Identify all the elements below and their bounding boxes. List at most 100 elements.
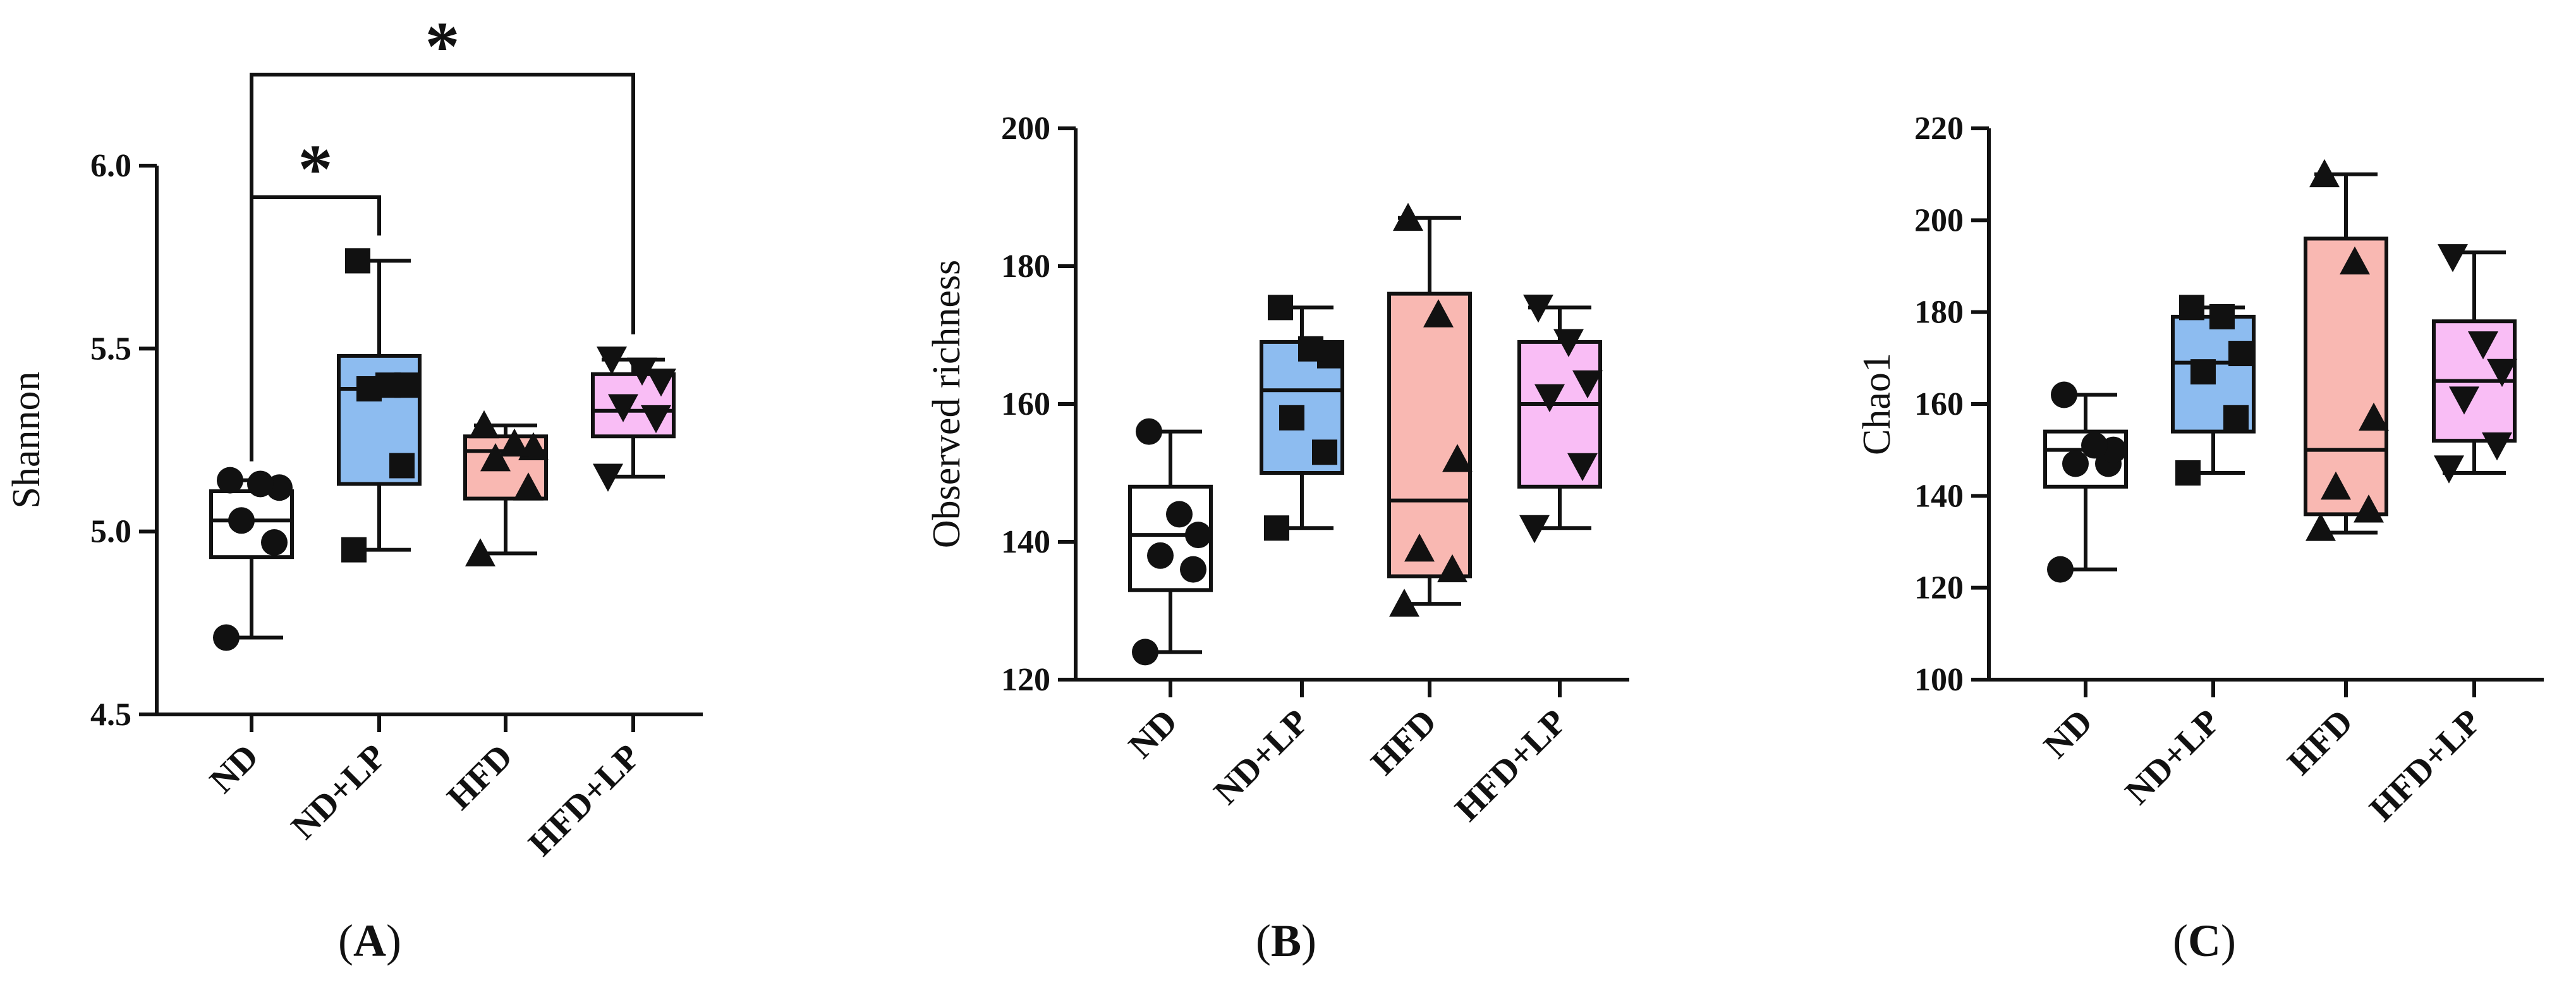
box-nd-lp: ND+LP (1206, 295, 1344, 812)
x-category-label: ND (202, 737, 266, 800)
y-tick-label: 160 (1001, 386, 1050, 422)
x-category-label: HFD (1364, 702, 1444, 782)
panel-letter: A (353, 915, 386, 966)
data-point (1534, 384, 1565, 413)
data-point (217, 467, 243, 494)
x-category-label: HFD+LP (1448, 702, 1575, 829)
data-point (261, 529, 288, 556)
data-point (646, 369, 676, 397)
y-tick-label: 180 (1914, 295, 1964, 331)
panel-a: 4.5 5.0 5.5 6.0 Shannon ND ND+LP HFD HFD+LP * * (A) (5, 8, 703, 966)
data-point (389, 453, 415, 479)
data-point (1553, 329, 1584, 357)
box-nd: ND (1121, 418, 1213, 766)
data-point (1166, 501, 1193, 528)
panel-c: 100 120 140 160 180 200 220 Chao1 ND ND+LP HFD HFD+… (1856, 111, 2544, 966)
y-tick-label: 140 (1001, 524, 1050, 560)
y-tick-label: 200 (1001, 111, 1050, 147)
significance-star: * (298, 130, 333, 207)
y-tick-label: 120 (1001, 662, 1050, 698)
data-point (513, 472, 544, 501)
data-point (2228, 341, 2254, 367)
data-point (1404, 533, 1435, 562)
x-category-label: ND (1121, 702, 1185, 766)
data-point (1572, 370, 1603, 399)
data-point (2062, 450, 2089, 477)
data-point (469, 410, 499, 439)
data-point (1523, 295, 1553, 323)
data-point (2306, 513, 2336, 541)
data-point (1132, 639, 1158, 666)
panel-b: 120 140 160 180 200 Observed richness ND ND+LP H… (925, 111, 1629, 966)
data-point (1393, 202, 1423, 231)
data-point (465, 538, 495, 566)
data-point (2487, 358, 2517, 388)
data-point (627, 357, 657, 386)
panel-letter: C (2188, 915, 2221, 966)
data-point (341, 537, 367, 563)
y-tick-label: 140 (1914, 478, 1964, 514)
data-point (2434, 455, 2464, 484)
y-tick-label: 160 (1914, 386, 1964, 422)
data-point (1519, 515, 1550, 544)
data-point (1136, 418, 1162, 445)
data-point (597, 346, 627, 375)
panel-label: (A) (338, 915, 401, 966)
data-point (593, 463, 623, 492)
box-hfd: HFD (1364, 202, 1473, 783)
x-category-label: ND+LP (1206, 702, 1316, 812)
panel-label: (B) (1256, 915, 1316, 966)
data-point (480, 443, 511, 472)
y-axis-title: Shannon (5, 372, 48, 509)
data-point (1147, 542, 1174, 569)
data-point (1298, 336, 1323, 362)
y-tick-label: 6.0 (90, 148, 131, 184)
y-tick-label: 5.5 (90, 331, 131, 367)
data-point (213, 624, 240, 651)
data-point (345, 248, 370, 274)
data-point (499, 428, 530, 457)
box-iqr (1387, 291, 1472, 578)
data-point (1437, 554, 1467, 582)
data-point (1423, 299, 1454, 327)
data-point (1567, 453, 1598, 482)
box-iqr (2304, 236, 2388, 517)
x-category-label: ND+LP (2118, 702, 2228, 812)
data-point (2209, 303, 2235, 329)
data-point (2354, 494, 2384, 523)
data-point (247, 470, 274, 498)
y-tick-label: 220 (1914, 111, 1964, 147)
x-category-label: ND+LP (284, 737, 394, 847)
data-point (2438, 244, 2468, 272)
data-point (2449, 386, 2479, 415)
data-point (1185, 522, 1212, 549)
box-hfd-lp: HFD+LP (521, 346, 676, 864)
x-category-label: ND (2036, 702, 2100, 766)
data-point (2309, 159, 2340, 188)
box-nd-lp: ND+LP (284, 248, 422, 847)
data-point (2175, 460, 2201, 486)
data-point (1312, 439, 1337, 465)
data-point (375, 372, 401, 398)
significance-star: * (425, 8, 460, 85)
panel-label: (C) (2173, 915, 2236, 966)
box-hfd: HFD (2280, 159, 2389, 783)
y-tick-label: 4.5 (90, 697, 131, 733)
y-axis-title: Observed richness (925, 260, 968, 548)
x-category-label: HFD+LP (521, 737, 648, 864)
data-point (1180, 556, 1206, 583)
data-point (2081, 432, 2108, 459)
x-category-label: HFD (440, 737, 520, 817)
y-axis-title: Chao1 (1856, 353, 1899, 455)
data-point (2223, 405, 2249, 431)
panel-letter: B (1271, 915, 1301, 966)
data-point (2340, 246, 2370, 275)
data-point (2047, 556, 2074, 583)
x-category-label: HFD (2280, 702, 2360, 782)
significance-bracket (250, 73, 635, 462)
x-category-label: HFD+LP (2362, 702, 2489, 829)
y-tick-label: 120 (1914, 570, 1964, 606)
data-point (2051, 381, 2077, 408)
y-tick-label: 200 (1914, 202, 1964, 238)
y-tick-label: 5.0 (90, 514, 131, 550)
